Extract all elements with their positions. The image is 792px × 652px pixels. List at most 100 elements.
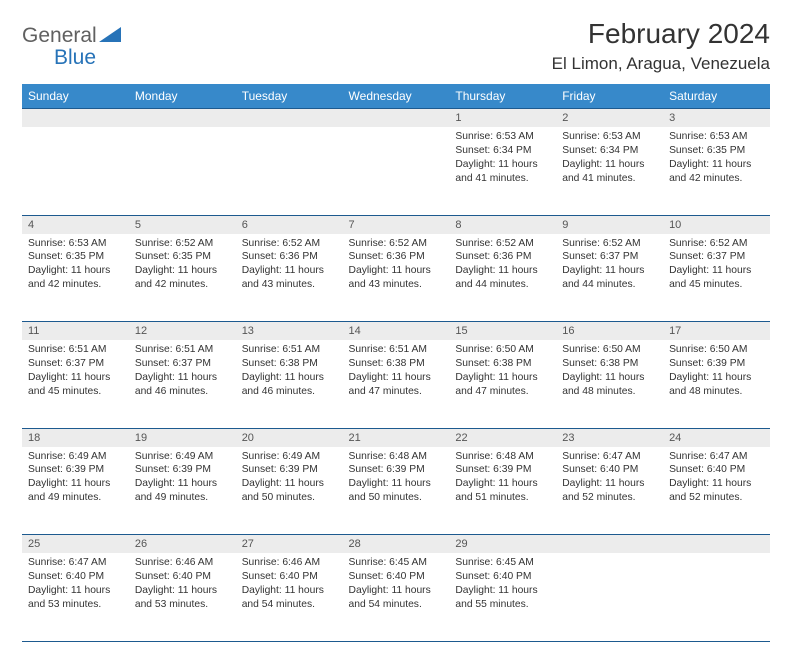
brand-triangle-icon — [99, 24, 121, 47]
day-number-cell: 8 — [449, 215, 556, 234]
day-body-cell: Sunrise: 6:47 AMSunset: 6:40 PMDaylight:… — [22, 553, 129, 641]
day-body-cell: Sunrise: 6:52 AMSunset: 6:36 PMDaylight:… — [236, 234, 343, 322]
day-body-cell: Sunrise: 6:49 AMSunset: 6:39 PMDaylight:… — [129, 447, 236, 535]
day-body-cell: Sunrise: 6:52 AMSunset: 6:36 PMDaylight:… — [449, 234, 556, 322]
day-body-cell: Sunrise: 6:45 AMSunset: 6:40 PMDaylight:… — [449, 553, 556, 641]
day-number-cell — [663, 535, 770, 554]
day-body-cell: Sunrise: 6:48 AMSunset: 6:39 PMDaylight:… — [343, 447, 450, 535]
day-body-cell — [556, 553, 663, 641]
day-body-cell: Sunrise: 6:51 AMSunset: 6:38 PMDaylight:… — [236, 340, 343, 428]
day-number-cell: 9 — [556, 215, 663, 234]
day-details: Sunrise: 6:47 AMSunset: 6:40 PMDaylight:… — [663, 447, 770, 510]
day-body-cell: Sunrise: 6:53 AMSunset: 6:35 PMDaylight:… — [22, 234, 129, 322]
day-number-row: 45678910 — [22, 215, 770, 234]
day-details: Sunrise: 6:51 AMSunset: 6:38 PMDaylight:… — [343, 340, 450, 403]
day-details: Sunrise: 6:52 AMSunset: 6:37 PMDaylight:… — [663, 234, 770, 297]
brand-word2: Blue — [54, 46, 96, 69]
day-body-row: Sunrise: 6:51 AMSunset: 6:37 PMDaylight:… — [22, 340, 770, 428]
day-details: Sunrise: 6:51 AMSunset: 6:37 PMDaylight:… — [129, 340, 236, 403]
day-number-cell: 29 — [449, 535, 556, 554]
day-number-row: 2526272829 — [22, 535, 770, 554]
brand-logo: General Blue — [22, 18, 123, 69]
day-details: Sunrise: 6:53 AMSunset: 6:34 PMDaylight:… — [556, 127, 663, 190]
day-number-cell: 23 — [556, 428, 663, 447]
weekday-header: Saturday — [663, 84, 770, 109]
day-body-cell: Sunrise: 6:46 AMSunset: 6:40 PMDaylight:… — [129, 553, 236, 641]
day-number-row: 18192021222324 — [22, 428, 770, 447]
weekday-header: Friday — [556, 84, 663, 109]
day-body-cell: Sunrise: 6:52 AMSunset: 6:37 PMDaylight:… — [663, 234, 770, 322]
day-number-cell: 7 — [343, 215, 450, 234]
day-body-cell — [343, 127, 450, 215]
day-body-row: Sunrise: 6:53 AMSunset: 6:34 PMDaylight:… — [22, 127, 770, 215]
header: General Blue February 2024 El Limon, Ara… — [22, 18, 770, 74]
weekday-header: Tuesday — [236, 84, 343, 109]
day-number-cell: 6 — [236, 215, 343, 234]
day-number-cell: 20 — [236, 428, 343, 447]
day-number-cell: 18 — [22, 428, 129, 447]
day-number-cell: 13 — [236, 322, 343, 341]
day-details: Sunrise: 6:52 AMSunset: 6:35 PMDaylight:… — [129, 234, 236, 297]
day-body-cell: Sunrise: 6:49 AMSunset: 6:39 PMDaylight:… — [22, 447, 129, 535]
day-body-cell: Sunrise: 6:53 AMSunset: 6:34 PMDaylight:… — [556, 127, 663, 215]
day-body-cell: Sunrise: 6:51 AMSunset: 6:37 PMDaylight:… — [22, 340, 129, 428]
day-details: Sunrise: 6:53 AMSunset: 6:34 PMDaylight:… — [449, 127, 556, 190]
day-body-cell: Sunrise: 6:53 AMSunset: 6:35 PMDaylight:… — [663, 127, 770, 215]
day-details: Sunrise: 6:52 AMSunset: 6:36 PMDaylight:… — [236, 234, 343, 297]
calendar-table: SundayMondayTuesdayWednesdayThursdayFrid… — [22, 84, 770, 642]
day-number-cell — [343, 109, 450, 128]
day-number-cell: 25 — [22, 535, 129, 554]
day-number-cell: 11 — [22, 322, 129, 341]
day-details: Sunrise: 6:50 AMSunset: 6:38 PMDaylight:… — [449, 340, 556, 403]
day-number-cell: 17 — [663, 322, 770, 341]
day-details: Sunrise: 6:46 AMSunset: 6:40 PMDaylight:… — [129, 553, 236, 616]
day-details: Sunrise: 6:49 AMSunset: 6:39 PMDaylight:… — [236, 447, 343, 510]
day-details: Sunrise: 6:53 AMSunset: 6:35 PMDaylight:… — [22, 234, 129, 297]
day-details: Sunrise: 6:50 AMSunset: 6:39 PMDaylight:… — [663, 340, 770, 403]
day-number-cell — [236, 109, 343, 128]
day-details: Sunrise: 6:49 AMSunset: 6:39 PMDaylight:… — [129, 447, 236, 510]
day-number-cell: 22 — [449, 428, 556, 447]
day-details: Sunrise: 6:48 AMSunset: 6:39 PMDaylight:… — [449, 447, 556, 510]
day-body-cell — [236, 127, 343, 215]
day-body-cell: Sunrise: 6:47 AMSunset: 6:40 PMDaylight:… — [556, 447, 663, 535]
day-body-cell: Sunrise: 6:45 AMSunset: 6:40 PMDaylight:… — [343, 553, 450, 641]
location-text: El Limon, Aragua, Venezuela — [552, 54, 770, 74]
day-details: Sunrise: 6:46 AMSunset: 6:40 PMDaylight:… — [236, 553, 343, 616]
brand-word1: General — [22, 24, 97, 47]
page-title: February 2024 — [552, 18, 770, 50]
day-body-cell: Sunrise: 6:50 AMSunset: 6:39 PMDaylight:… — [663, 340, 770, 428]
day-body-row: Sunrise: 6:47 AMSunset: 6:40 PMDaylight:… — [22, 553, 770, 641]
day-details: Sunrise: 6:47 AMSunset: 6:40 PMDaylight:… — [22, 553, 129, 616]
day-body-row: Sunrise: 6:49 AMSunset: 6:39 PMDaylight:… — [22, 447, 770, 535]
day-body-cell: Sunrise: 6:52 AMSunset: 6:37 PMDaylight:… — [556, 234, 663, 322]
day-number-cell: 10 — [663, 215, 770, 234]
day-body-cell: Sunrise: 6:52 AMSunset: 6:35 PMDaylight:… — [129, 234, 236, 322]
day-number-row: 11121314151617 — [22, 322, 770, 341]
weekday-header: Thursday — [449, 84, 556, 109]
day-number-cell: 26 — [129, 535, 236, 554]
day-body-cell: Sunrise: 6:50 AMSunset: 6:38 PMDaylight:… — [449, 340, 556, 428]
day-body-cell — [663, 553, 770, 641]
weekday-header: Monday — [129, 84, 236, 109]
day-details: Sunrise: 6:52 AMSunset: 6:37 PMDaylight:… — [556, 234, 663, 297]
day-number-cell: 28 — [343, 535, 450, 554]
day-details: Sunrise: 6:47 AMSunset: 6:40 PMDaylight:… — [556, 447, 663, 510]
day-number-cell: 16 — [556, 322, 663, 341]
day-number-cell: 1 — [449, 109, 556, 128]
day-body-row: Sunrise: 6:53 AMSunset: 6:35 PMDaylight:… — [22, 234, 770, 322]
day-body-cell: Sunrise: 6:52 AMSunset: 6:36 PMDaylight:… — [343, 234, 450, 322]
day-body-cell: Sunrise: 6:49 AMSunset: 6:39 PMDaylight:… — [236, 447, 343, 535]
day-number-cell — [556, 535, 663, 554]
day-body-cell: Sunrise: 6:46 AMSunset: 6:40 PMDaylight:… — [236, 553, 343, 641]
weekday-header: Wednesday — [343, 84, 450, 109]
day-body-cell: Sunrise: 6:51 AMSunset: 6:38 PMDaylight:… — [343, 340, 450, 428]
day-number-cell: 14 — [343, 322, 450, 341]
day-body-cell: Sunrise: 6:51 AMSunset: 6:37 PMDaylight:… — [129, 340, 236, 428]
day-details: Sunrise: 6:53 AMSunset: 6:35 PMDaylight:… — [663, 127, 770, 190]
day-body-cell: Sunrise: 6:53 AMSunset: 6:34 PMDaylight:… — [449, 127, 556, 215]
day-details: Sunrise: 6:51 AMSunset: 6:38 PMDaylight:… — [236, 340, 343, 403]
day-number-cell — [22, 109, 129, 128]
day-number-cell: 27 — [236, 535, 343, 554]
day-details: Sunrise: 6:48 AMSunset: 6:39 PMDaylight:… — [343, 447, 450, 510]
